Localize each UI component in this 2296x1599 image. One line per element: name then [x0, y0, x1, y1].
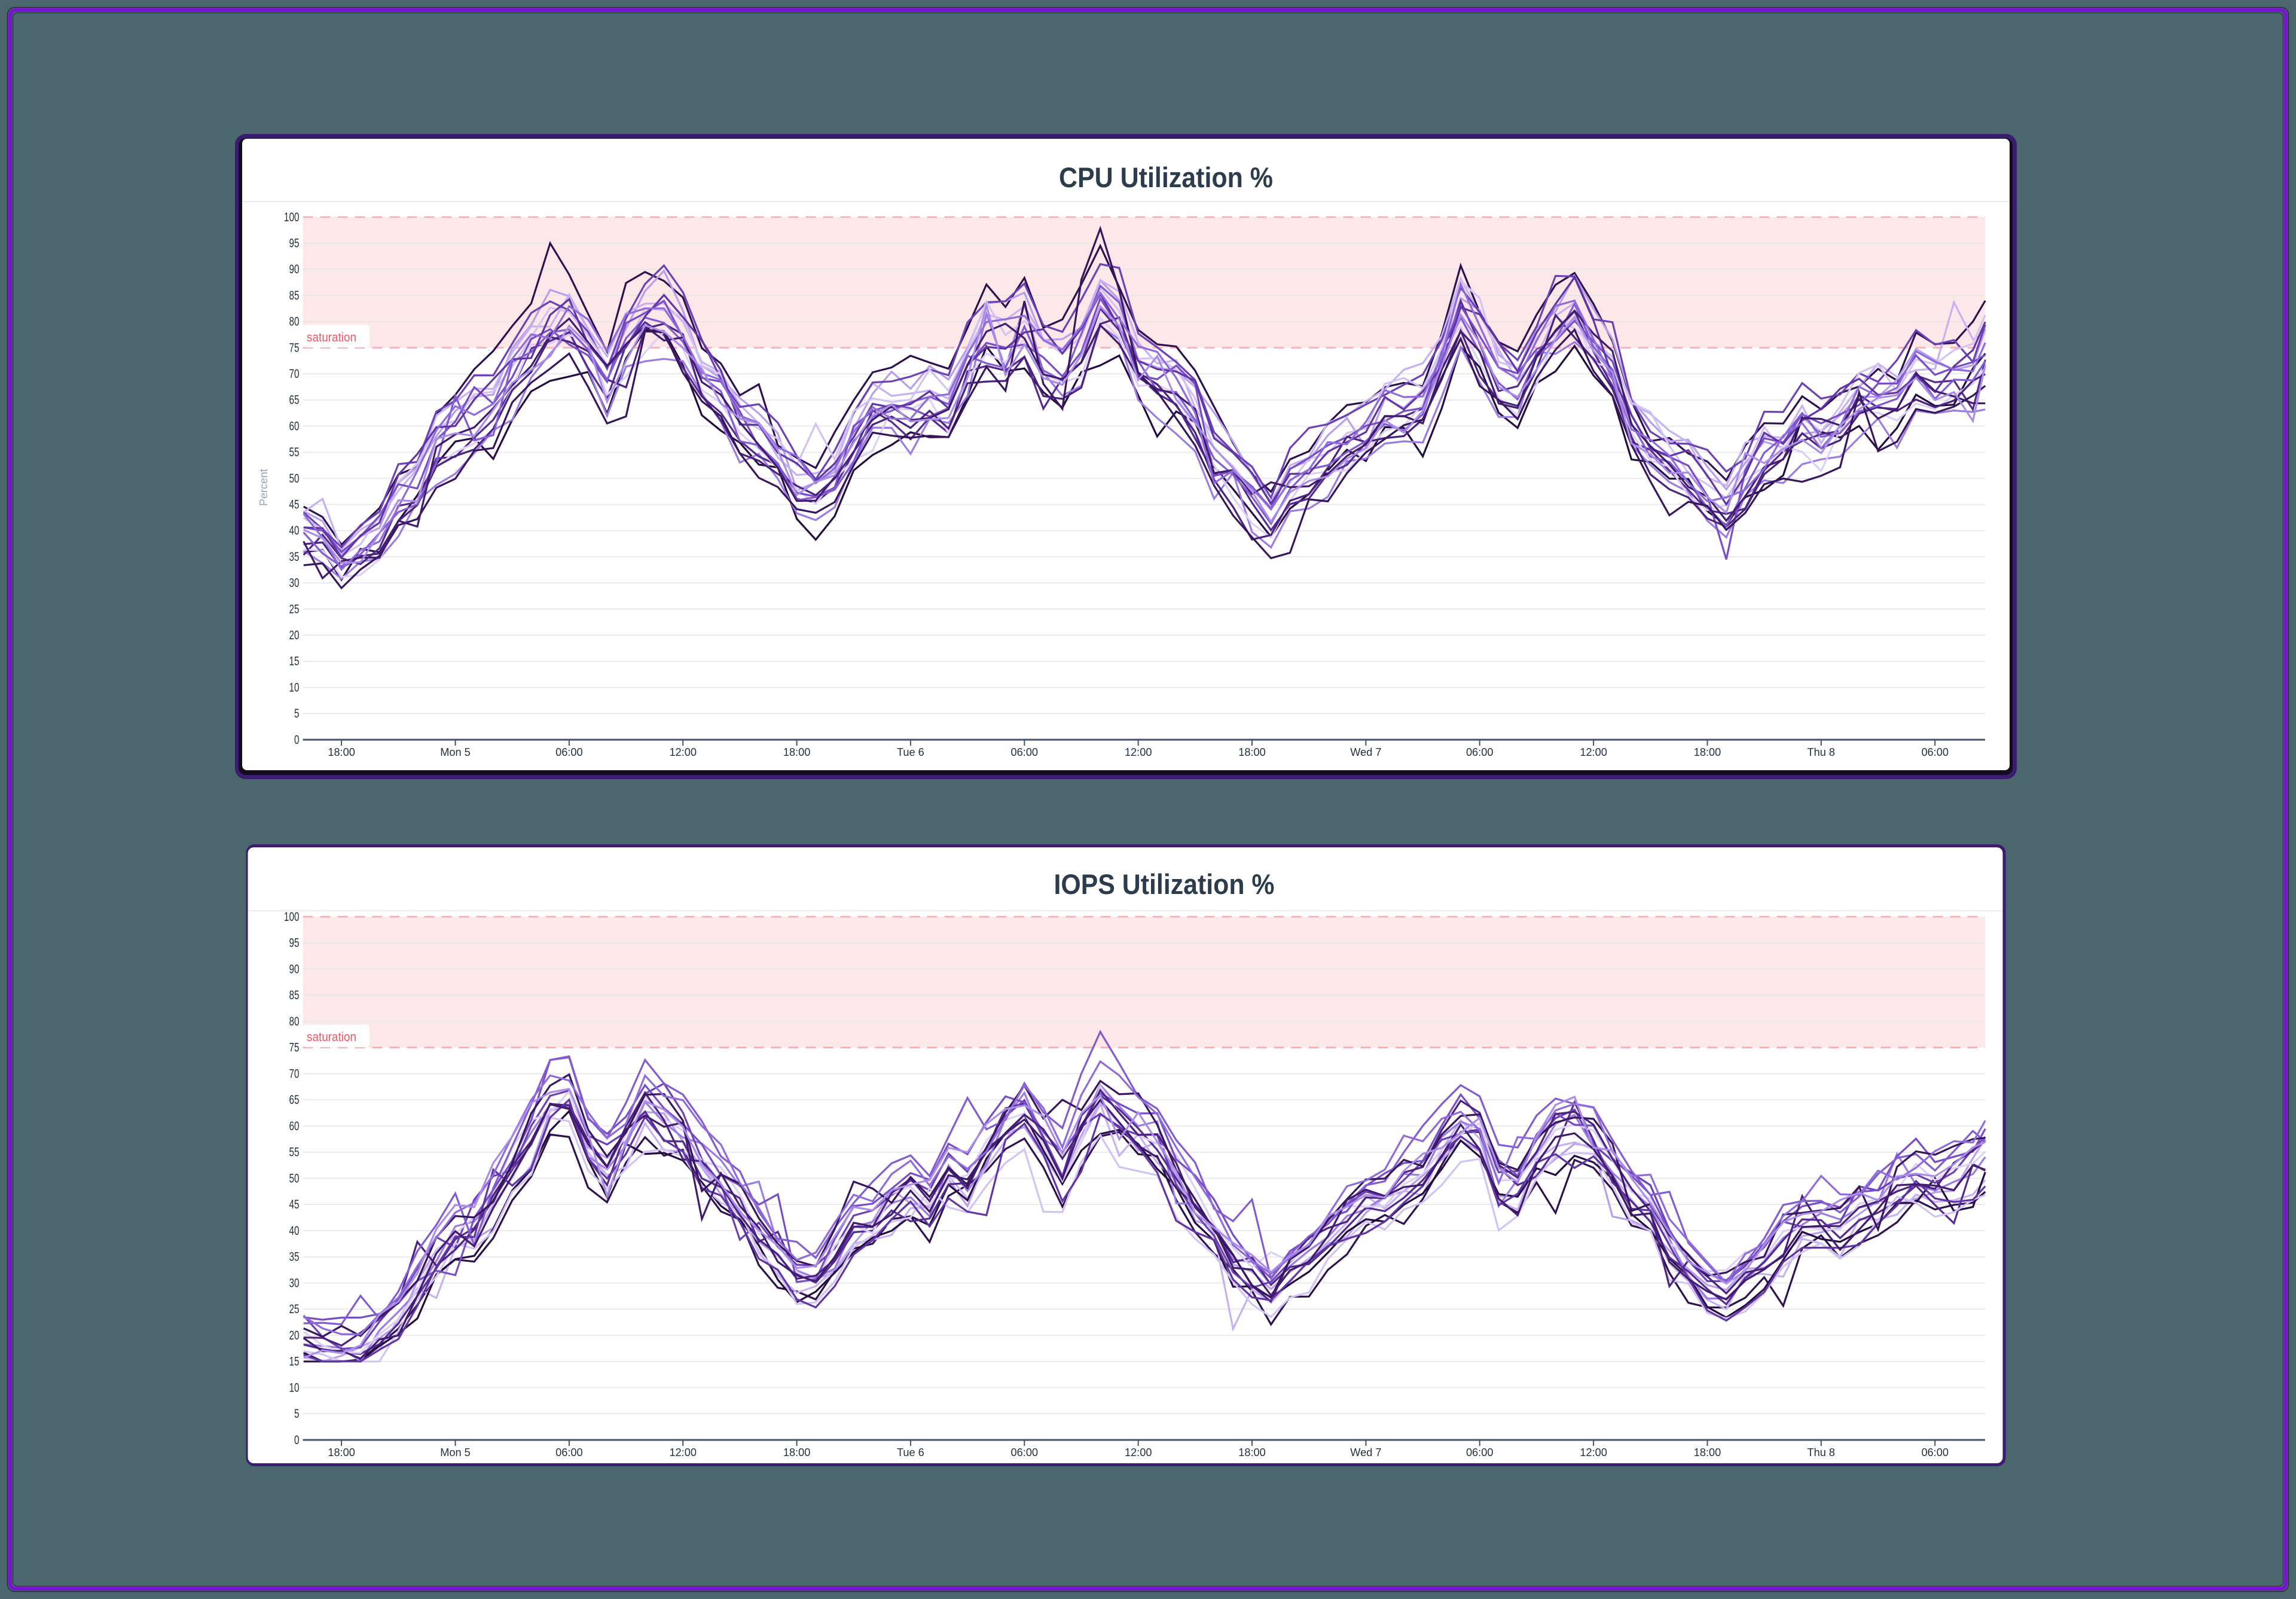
svg-text:5: 5 — [294, 706, 300, 721]
svg-text:18:00: 18:00 — [783, 1447, 811, 1458]
svg-text:65: 65 — [289, 1093, 299, 1107]
svg-text:75: 75 — [289, 1040, 299, 1054]
svg-text:12:00: 12:00 — [1580, 746, 1607, 758]
svg-text:60: 60 — [289, 1118, 299, 1133]
svg-text:10: 10 — [289, 680, 299, 694]
svg-text:35: 35 — [289, 549, 299, 563]
svg-text:06:00: 06:00 — [1011, 1447, 1039, 1458]
svg-text:18:00: 18:00 — [328, 746, 355, 758]
svg-text:Wed 7: Wed 7 — [1350, 746, 1381, 758]
svg-text:18:00: 18:00 — [1694, 746, 1721, 758]
svg-text:60: 60 — [289, 419, 299, 433]
svg-text:Percent: Percent — [258, 469, 270, 506]
svg-text:10: 10 — [289, 1380, 299, 1394]
svg-text:85: 85 — [289, 288, 299, 302]
svg-text:Mon 5: Mon 5 — [440, 1447, 471, 1458]
svg-text:Tue 6: Tue 6 — [897, 1447, 924, 1458]
svg-text:18:00: 18:00 — [783, 746, 811, 758]
svg-text:50: 50 — [289, 1171, 299, 1185]
svg-text:18:00: 18:00 — [1238, 1447, 1266, 1458]
svg-text:IOPS Utilization %: IOPS Utilization % — [1054, 868, 1275, 900]
svg-text:25: 25 — [289, 602, 299, 616]
svg-text:35: 35 — [289, 1249, 299, 1264]
svg-text:18:00: 18:00 — [1238, 746, 1266, 758]
svg-text:15: 15 — [289, 1354, 299, 1368]
svg-text:65: 65 — [289, 392, 299, 407]
svg-text:20: 20 — [289, 1328, 299, 1342]
svg-text:06:00: 06:00 — [555, 746, 583, 758]
svg-text:Thu 8: Thu 8 — [1808, 746, 1836, 758]
svg-text:90: 90 — [289, 262, 299, 276]
svg-text:12:00: 12:00 — [1125, 746, 1152, 758]
svg-text:100: 100 — [284, 209, 300, 224]
svg-text:40: 40 — [289, 1223, 299, 1237]
svg-text:45: 45 — [289, 497, 299, 511]
svg-text:18:00: 18:00 — [328, 1447, 355, 1458]
svg-text:saturation: saturation — [307, 331, 356, 344]
svg-text:85: 85 — [289, 988, 299, 1002]
svg-text:45: 45 — [289, 1197, 299, 1212]
svg-text:70: 70 — [289, 367, 299, 381]
svg-text:55: 55 — [289, 1145, 299, 1159]
svg-text:12:00: 12:00 — [1580, 1447, 1607, 1458]
svg-text:saturation: saturation — [307, 1030, 356, 1044]
svg-text:06:00: 06:00 — [1921, 746, 1949, 758]
svg-text:12:00: 12:00 — [669, 746, 697, 758]
svg-text:15: 15 — [289, 654, 299, 668]
svg-text:06:00: 06:00 — [555, 1447, 583, 1458]
svg-text:20: 20 — [289, 628, 299, 642]
svg-text:75: 75 — [289, 340, 299, 355]
svg-text:30: 30 — [289, 575, 299, 590]
svg-text:80: 80 — [289, 1014, 299, 1028]
svg-text:06:00: 06:00 — [1011, 746, 1039, 758]
svg-text:06:00: 06:00 — [1921, 1447, 1949, 1458]
svg-text:Tue 6: Tue 6 — [897, 746, 924, 758]
svg-text:30: 30 — [289, 1275, 299, 1290]
svg-text:80: 80 — [289, 314, 299, 328]
svg-text:06:00: 06:00 — [1466, 746, 1494, 758]
svg-text:06:00: 06:00 — [1466, 1447, 1494, 1458]
svg-text:Thu 8: Thu 8 — [1808, 1447, 1836, 1458]
svg-text:100: 100 — [284, 909, 300, 923]
svg-text:0: 0 — [294, 732, 300, 746]
svg-text:12:00: 12:00 — [1125, 1447, 1152, 1458]
svg-text:12:00: 12:00 — [669, 1447, 697, 1458]
svg-text:18:00: 18:00 — [1694, 1447, 1721, 1458]
svg-text:Wed 7: Wed 7 — [1350, 1447, 1381, 1458]
svg-text:Mon 5: Mon 5 — [440, 746, 471, 758]
svg-text:70: 70 — [289, 1066, 299, 1081]
svg-text:40: 40 — [289, 523, 299, 538]
svg-text:5: 5 — [294, 1406, 300, 1421]
svg-text:CPU Utilization %: CPU Utilization % — [1059, 161, 1273, 193]
svg-text:0: 0 — [294, 1432, 300, 1447]
svg-text:90: 90 — [289, 962, 299, 976]
svg-text:95: 95 — [289, 935, 299, 950]
svg-text:95: 95 — [289, 236, 299, 250]
svg-text:25: 25 — [289, 1302, 299, 1316]
svg-text:50: 50 — [289, 471, 299, 485]
svg-text:55: 55 — [289, 445, 299, 459]
